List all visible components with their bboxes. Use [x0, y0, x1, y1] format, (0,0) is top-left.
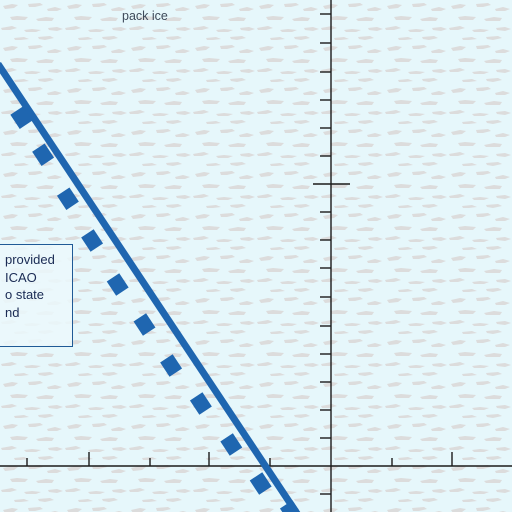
boundary-line-markers — [10, 106, 301, 512]
horizontal-axis-ticks — [26, 452, 453, 466]
vertical-axis-ticks — [320, 13, 331, 495]
pack-ice-label: pack ice — [122, 9, 168, 23]
boundary-line[interactable] — [0, 62, 301, 512]
note-line: o state — [5, 287, 45, 302]
info-note-box: provided ICAO o state nd — [0, 244, 73, 347]
note-line: ICAO — [5, 269, 37, 285]
note-line: nd — [5, 304, 20, 320]
note-line: provided — [5, 252, 55, 267]
